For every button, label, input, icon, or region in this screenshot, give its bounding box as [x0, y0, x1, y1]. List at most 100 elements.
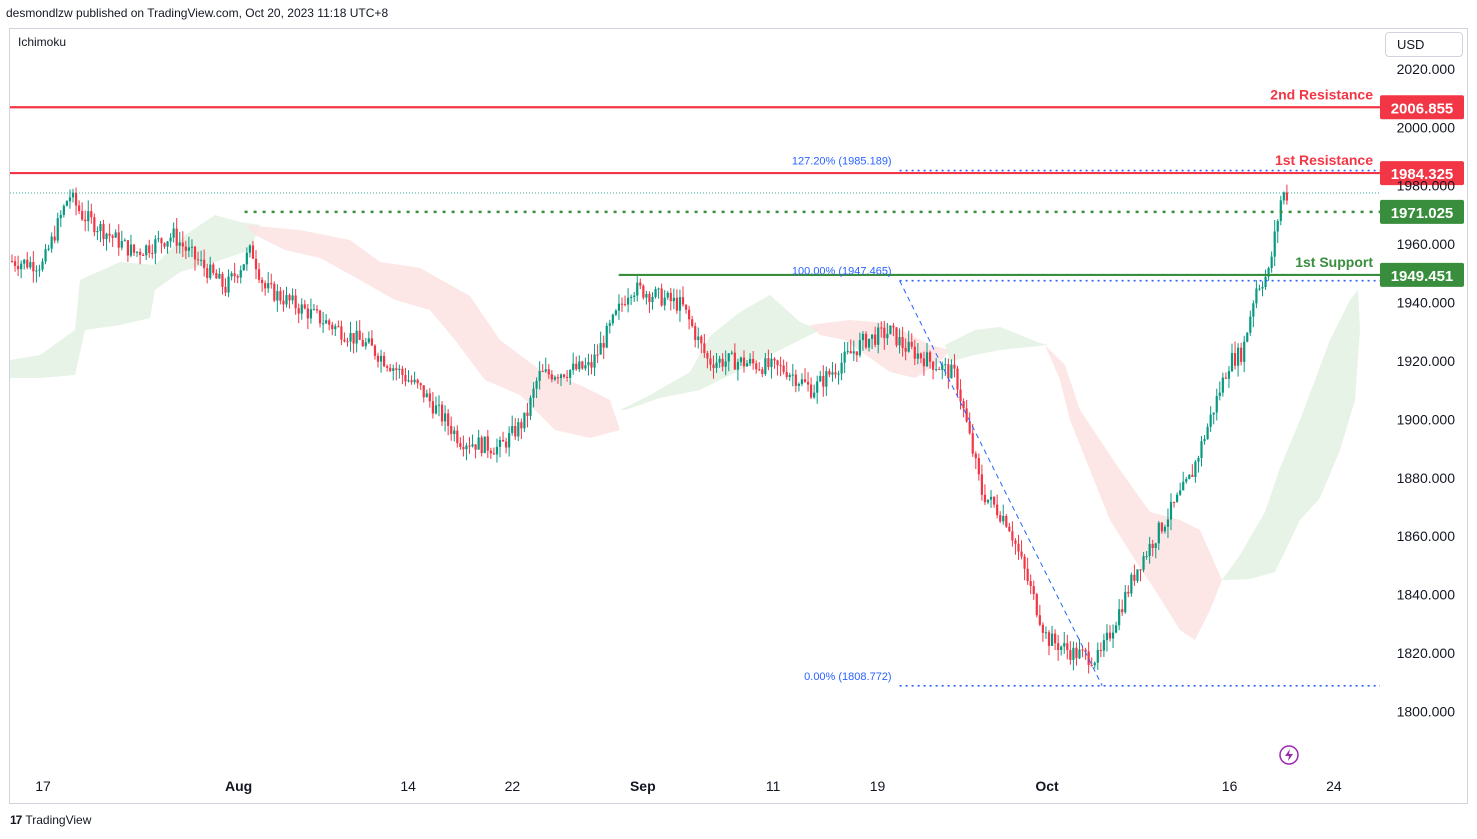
candle-body — [1087, 651, 1090, 665]
candle-body — [852, 351, 855, 354]
candle-body — [26, 259, 29, 268]
candle-body — [700, 336, 703, 344]
x-tick-label: 24 — [1326, 778, 1342, 794]
candle-body — [526, 412, 529, 416]
candle-body — [1285, 192, 1288, 201]
y-tick-label: 1940.000 — [1397, 295, 1456, 311]
x-tick-label: Oct — [1035, 778, 1059, 794]
candles — [10, 184, 1288, 674]
currency-selector[interactable]: USD — [1385, 32, 1463, 57]
candle-body — [1264, 276, 1267, 288]
candle-body — [1093, 662, 1096, 666]
candle-body — [1130, 574, 1133, 594]
candle-body — [383, 355, 386, 367]
candle-body — [1069, 650, 1072, 660]
price-tag: 1984.325 — [1391, 166, 1454, 183]
candle-body — [971, 433, 974, 454]
candle-body — [401, 368, 404, 376]
candle-body — [47, 248, 50, 250]
candle-body — [745, 363, 749, 367]
price-tag-bg — [1380, 95, 1464, 120]
candle-body — [1026, 568, 1029, 582]
candle-body — [160, 238, 163, 244]
candle-body — [669, 292, 672, 302]
candle-body — [620, 303, 624, 305]
x-tick-label: 17 — [35, 778, 51, 794]
candle-body — [721, 358, 724, 367]
candle-body — [861, 333, 865, 341]
level-label: 1st Support — [1295, 254, 1373, 270]
candle-body — [218, 273, 221, 279]
candle-body — [538, 370, 541, 381]
y-tick-label: 1980.000 — [1397, 178, 1456, 194]
candle-body — [108, 233, 111, 236]
candle-body — [1157, 522, 1160, 544]
candle-body — [123, 240, 126, 242]
candle-body — [773, 358, 776, 361]
candle-body — [672, 297, 675, 302]
candle-body — [248, 245, 251, 253]
candle-body — [352, 333, 355, 344]
candle-body — [389, 367, 392, 371]
candle-body — [227, 276, 230, 293]
footer[interactable]: 17 TradingView — [10, 813, 91, 827]
candle-body — [916, 353, 919, 359]
candle-body — [904, 347, 907, 352]
alert-bolt — [1285, 749, 1293, 761]
candle-body — [736, 362, 739, 370]
candle-body — [980, 474, 983, 495]
candle-body — [343, 339, 346, 342]
candle-body — [453, 430, 456, 435]
candle-body — [871, 334, 874, 339]
candle-body — [514, 425, 517, 437]
candle-body — [209, 264, 212, 278]
candle-body — [1261, 287, 1264, 289]
cloud-bullish — [1222, 290, 1360, 580]
candle-body — [1111, 632, 1115, 639]
y-tick-label: 1960.000 — [1397, 236, 1456, 252]
candle-body — [761, 369, 764, 374]
candle-body — [1188, 474, 1191, 480]
candle-body — [1072, 647, 1075, 660]
candle-body — [535, 380, 538, 389]
x-tick-label: Aug — [225, 778, 252, 794]
candle-body — [1038, 615, 1041, 625]
candle-body — [419, 383, 422, 386]
candle-body — [84, 219, 87, 222]
candle-body — [578, 361, 581, 370]
candle-body — [843, 351, 846, 363]
candle-body — [1084, 649, 1087, 652]
candle-body — [755, 363, 758, 370]
candle-body — [989, 496, 993, 500]
candle-body — [364, 342, 367, 347]
candle-body — [1139, 569, 1142, 571]
candle-body — [645, 293, 648, 298]
candle-body — [90, 211, 93, 218]
candle-body — [361, 339, 364, 347]
candle-body — [724, 361, 727, 367]
price-tag: 2006.855 — [1391, 100, 1454, 117]
candle-body — [932, 361, 935, 370]
candle-body — [556, 377, 560, 379]
candle-body — [691, 319, 694, 326]
candle-body — [1047, 632, 1051, 646]
candle-body — [1246, 332, 1249, 342]
candle-body — [306, 308, 309, 319]
candle-body — [71, 192, 75, 198]
candle-body — [297, 308, 300, 314]
candle-body — [886, 334, 889, 339]
candle-body — [1145, 555, 1148, 557]
candle-body — [544, 369, 547, 372]
candle-body — [694, 325, 697, 340]
candle-body — [172, 228, 175, 238]
candle-body — [13, 261, 17, 266]
candle-body — [193, 246, 197, 260]
candle-body — [614, 310, 617, 315]
candle-body — [834, 372, 837, 375]
candle-body — [1005, 515, 1008, 527]
candle-body — [642, 285, 645, 298]
candle-body — [56, 218, 59, 241]
candle-body — [35, 270, 38, 272]
indicator-label[interactable]: Ichimoku — [18, 35, 67, 49]
